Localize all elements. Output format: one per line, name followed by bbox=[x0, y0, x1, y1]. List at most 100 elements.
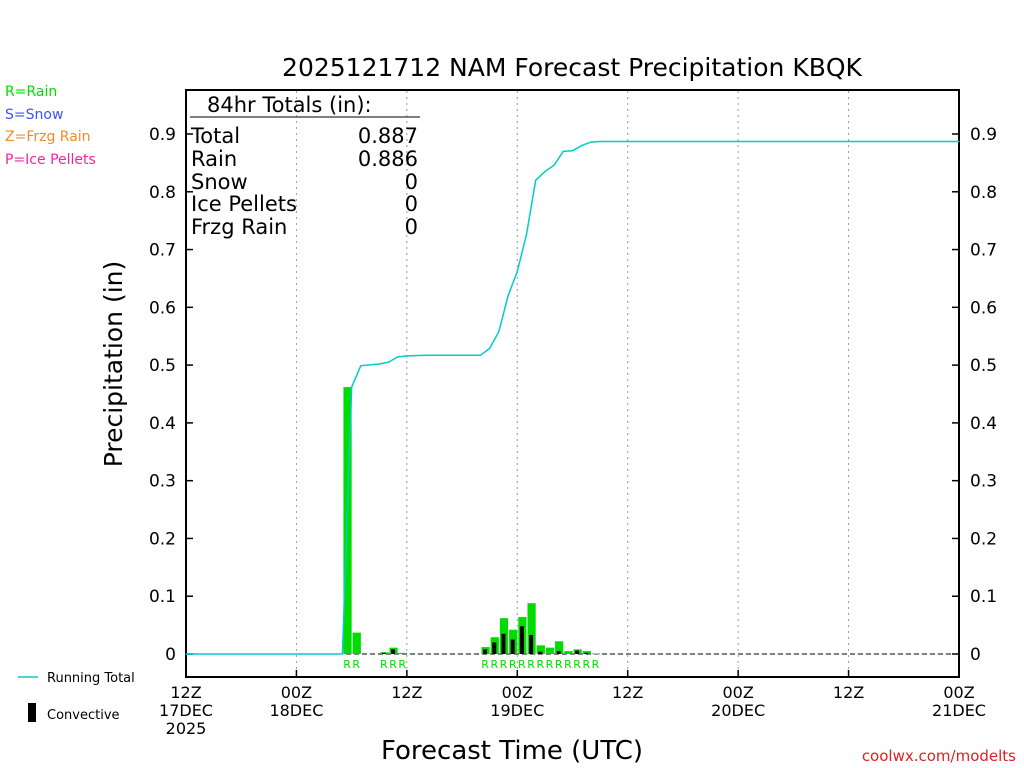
convective-bar bbox=[391, 649, 396, 654]
x-tick-label: 19DEC bbox=[490, 701, 544, 720]
grid-lines bbox=[186, 91, 959, 676]
y-tick-label-left: 0.1 bbox=[149, 587, 176, 607]
running-total-point bbox=[544, 170, 546, 173]
x-tick-label: 00Z bbox=[281, 683, 312, 702]
ptype-label: R bbox=[500, 658, 508, 671]
precip-bar bbox=[564, 651, 573, 654]
convective-bar bbox=[501, 633, 506, 654]
precip-bar bbox=[555, 641, 564, 654]
totals-label-rain: Rain bbox=[191, 147, 237, 171]
x-tick-label: 12Z bbox=[612, 683, 643, 702]
convective-bar bbox=[556, 651, 561, 654]
ptype-label: R bbox=[555, 658, 563, 671]
totals-label-total: Total bbox=[190, 124, 240, 148]
running-total-point bbox=[378, 363, 380, 365]
totals-label-snow: Snow bbox=[191, 170, 248, 194]
running-total-point bbox=[452, 354, 454, 356]
y-axis-right: 0 0.1 0.2 0.3 0.4 0.5 0.6 0.7 0.8 0.9 bbox=[952, 125, 997, 665]
ptype-label: R bbox=[389, 658, 397, 671]
x-tick-label: 12Z bbox=[170, 683, 201, 702]
x-tick-label: 12Z bbox=[833, 683, 864, 702]
ptype-label: R bbox=[398, 658, 406, 671]
precip-bar bbox=[536, 645, 545, 654]
convective-bar bbox=[492, 642, 497, 654]
y-tick-label-right: 0.5 bbox=[970, 356, 997, 376]
ptype-label: R bbox=[536, 658, 544, 671]
running-total-point bbox=[489, 347, 491, 349]
chart-title: 2025121712 NAM Forecast Precipitation KB… bbox=[282, 53, 862, 82]
x-tick-label: 20DEC bbox=[711, 701, 765, 720]
y-tick-label-right: 0.9 bbox=[970, 125, 997, 145]
running-total-point bbox=[958, 140, 960, 143]
ptype-label: R bbox=[380, 658, 388, 671]
totals-value-snow: 0 bbox=[405, 170, 418, 194]
ptype-label: R bbox=[573, 658, 581, 671]
convective-bar bbox=[519, 626, 524, 654]
y-tick-label-left: 0 bbox=[165, 645, 176, 665]
y-tick-label-left: 0.9 bbox=[149, 125, 176, 145]
y-tick-label-right: 0.2 bbox=[970, 529, 997, 549]
y-tick-label-right: 0.1 bbox=[970, 587, 997, 607]
y-tick-label-right: 0.6 bbox=[970, 298, 997, 318]
precip-bar bbox=[545, 647, 555, 654]
convective-bar bbox=[510, 639, 515, 654]
y-tick-label-right: 0.8 bbox=[970, 183, 997, 203]
y-tick-label-right: 0 bbox=[970, 645, 981, 665]
running-total-point bbox=[599, 140, 601, 143]
totals-label-frzg-rain: Frzg Rain bbox=[191, 215, 287, 239]
x-tick-label: 2025 bbox=[166, 719, 207, 738]
legend-snow: S=Snow bbox=[5, 107, 63, 123]
x-tick-label: 17DEC bbox=[159, 701, 213, 720]
plot-frame bbox=[185, 89, 960, 678]
convective-bar bbox=[483, 649, 488, 654]
legend-ice-pellets: P=Ice Pellets bbox=[5, 152, 96, 168]
running-total-point bbox=[627, 140, 629, 143]
running-total-point bbox=[507, 295, 509, 297]
running-total-point bbox=[424, 354, 426, 356]
totals-value-frzg-rain: 0 bbox=[405, 215, 418, 239]
y-tick-label-left: 0.4 bbox=[149, 414, 176, 434]
running-total-polyline bbox=[186, 140, 959, 655]
ptype-label: R bbox=[592, 658, 600, 671]
y-tick-label-right: 0.3 bbox=[970, 472, 997, 492]
running-total-point bbox=[535, 179, 537, 181]
x-tick-label: 00Z bbox=[722, 683, 753, 702]
totals-value-rain: 0.886 bbox=[358, 147, 418, 171]
x-tick-label: 18DEC bbox=[269, 701, 323, 720]
x-tick-label: 00Z bbox=[943, 683, 974, 702]
precip-bars bbox=[343, 387, 601, 655]
convective-legend-label: Convective bbox=[47, 708, 120, 723]
convective-legend-swatch bbox=[28, 703, 36, 722]
y-tick-label-left: 0.8 bbox=[149, 183, 176, 203]
running-total-point bbox=[562, 150, 564, 152]
y-tick-label-right: 0.7 bbox=[970, 241, 997, 261]
precip-bar bbox=[591, 653, 601, 655]
y-tick-label-left: 0.5 bbox=[149, 356, 176, 376]
ptype-label: R bbox=[546, 658, 554, 671]
running-total-point bbox=[360, 365, 362, 367]
running-total-point bbox=[341, 653, 344, 655]
x-axis-label: Forecast Time (UTC) bbox=[381, 736, 643, 766]
running-total-point bbox=[351, 386, 353, 388]
y-axis-label: Precipitation (in) bbox=[99, 261, 128, 468]
x-tick-label: 00Z bbox=[502, 683, 533, 702]
precip-bar bbox=[582, 651, 591, 654]
totals-value-ice-pellets: 0 bbox=[405, 192, 418, 216]
legend-frzg-rain: Z=Frzg Rain bbox=[5, 129, 91, 145]
convective-bar bbox=[575, 650, 580, 654]
convective-bar bbox=[381, 652, 386, 654]
running-total-point bbox=[590, 141, 592, 143]
totals-label-ice-pellets: Ice Pellets bbox=[191, 192, 297, 216]
running-total-point bbox=[185, 653, 187, 655]
ptype-legend: R=Rain S=Snow Z=Frzg Rain P=Ice Pellets bbox=[5, 84, 96, 168]
running-total-point bbox=[479, 354, 482, 356]
ptype-label: R bbox=[518, 658, 526, 671]
legend-rain: R=Rain bbox=[5, 84, 57, 100]
running-total-point bbox=[498, 331, 500, 333]
running-total-point bbox=[516, 270, 518, 273]
running-total-point bbox=[397, 356, 399, 358]
running-total-line bbox=[185, 140, 960, 655]
